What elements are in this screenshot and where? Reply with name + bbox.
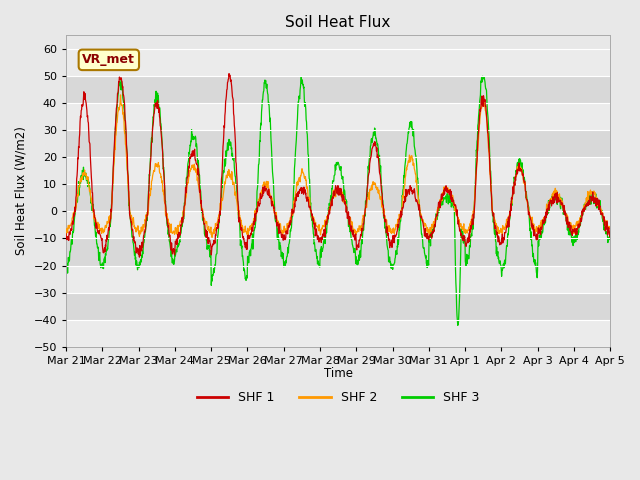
Bar <box>66 49 610 76</box>
Bar <box>66 184 610 211</box>
Bar <box>66 239 610 265</box>
Bar <box>66 76 610 103</box>
Text: VR_met: VR_met <box>83 53 135 66</box>
Bar <box>66 157 610 184</box>
Bar <box>66 265 610 293</box>
Y-axis label: Soil Heat Flux (W/m2): Soil Heat Flux (W/m2) <box>15 127 28 255</box>
Bar <box>66 103 610 130</box>
Legend: SHF 1, SHF 2, SHF 3: SHF 1, SHF 2, SHF 3 <box>191 386 484 409</box>
Bar <box>66 130 610 157</box>
Bar <box>66 293 610 320</box>
Bar <box>66 211 610 239</box>
Bar <box>66 320 610 347</box>
Title: Soil Heat Flux: Soil Heat Flux <box>285 15 391 30</box>
X-axis label: Time: Time <box>324 367 353 380</box>
